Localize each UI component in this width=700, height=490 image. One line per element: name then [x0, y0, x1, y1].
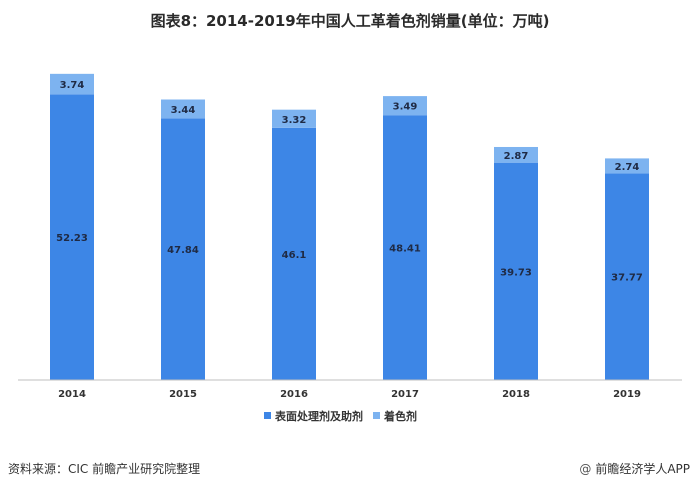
legend: 表面处理剂及助剂 着色剂 [264, 409, 417, 423]
x-tick-2014: 2014 [58, 389, 86, 400]
bar-colorant-2016 [272, 109, 316, 128]
bar-colorant-2018 [494, 146, 538, 163]
bar-surface-agent-2019 [605, 173, 649, 380]
source-note: 资料来源：CIC 前瞻产业研究院整理 [8, 462, 201, 476]
bar-colorant-2017 [383, 96, 427, 116]
value-label-surface-agent-2018: 39.73 [500, 267, 532, 278]
chart-title: 图表8：2014-2019年中国人工革着色剂销量(单位：万吨) [150, 12, 550, 30]
value-label-surface-agent-2017: 48.41 [389, 244, 421, 255]
value-label-surface-agent-2019: 37.77 [611, 273, 643, 284]
x-tick-labels: 2014 2015 2016 2017 2018 2019 [58, 389, 641, 400]
value-label-surface-agent-2016: 46.1 [282, 250, 307, 261]
bar-surface-agent-2018 [494, 162, 538, 380]
value-label-surface-agent-2014: 52.23 [56, 233, 88, 244]
at-icon: @ [579, 461, 592, 476]
x-tick-2018: 2018 [502, 389, 530, 400]
legend-label-colorant: 着色剂 [383, 409, 417, 423]
x-tick-2016: 2016 [280, 389, 308, 400]
bar-surface-agent-2015 [161, 118, 205, 381]
bars-group: 52.23 3.74 47.84 3.44 46.1 3.32 48.41 3.49 39.73… [50, 73, 649, 381]
value-label-colorant-2017: 3.49 [393, 102, 418, 113]
legend-swatch-colorant [373, 412, 380, 419]
bar-surface-agent-2014 [50, 94, 94, 380]
value-label-colorant-2014: 3.74 [60, 80, 85, 91]
x-tick-2017: 2017 [391, 389, 419, 400]
bar-colorant-2014 [50, 73, 94, 95]
bar-surface-agent-2016 [272, 127, 316, 380]
value-label-surface-agent-2015: 47.84 [167, 245, 199, 256]
legend-swatch-surface-agent [264, 412, 271, 419]
value-label-colorant-2016: 3.32 [282, 115, 307, 126]
legend-label-surface-agent: 表面处理剂及助剂 [274, 409, 363, 423]
bar-colorant-2019 [605, 158, 649, 174]
brand-mark: @ 前瞻经济学人APP [579, 460, 690, 477]
x-tick-2019: 2019 [613, 389, 641, 400]
value-label-colorant-2015: 3.44 [171, 105, 196, 116]
value-label-colorant-2018: 2.87 [504, 151, 529, 162]
x-tick-2015: 2015 [169, 389, 197, 400]
value-label-colorant-2019: 2.74 [615, 162, 640, 173]
bar-colorant-2015 [161, 99, 205, 119]
bar-surface-agent-2017 [383, 115, 427, 381]
brand-name: 前瞻经济学人APP [595, 462, 690, 476]
